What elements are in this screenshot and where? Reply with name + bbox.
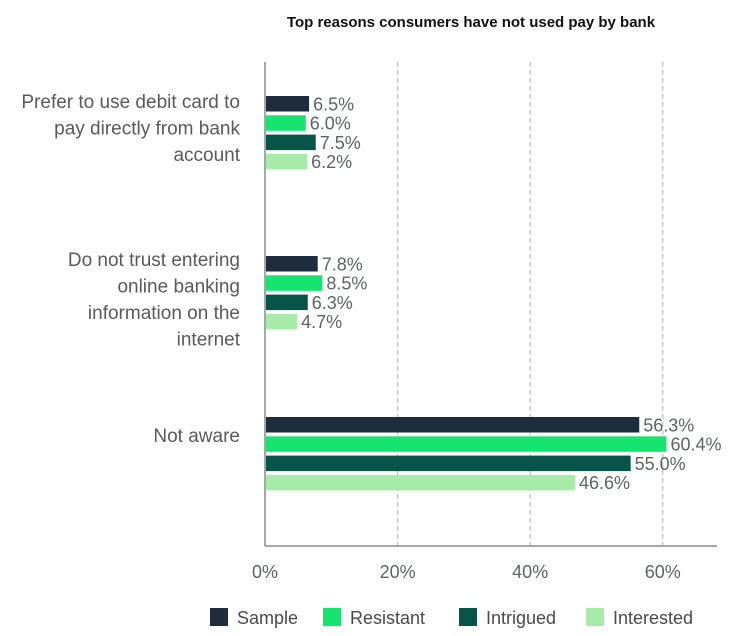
- axes: [264, 62, 717, 547]
- x-tick-label: 0%: [252, 562, 278, 582]
- bar-intrigued: [266, 294, 308, 311]
- category-label: Prefer to use debit card to: [21, 92, 240, 113]
- chart-title: Top reasons consumers have not used pay …: [287, 14, 656, 31]
- bar-sample: [266, 417, 640, 433]
- legend-label-interested: Interested: [613, 608, 693, 628]
- bar-interested: [266, 313, 298, 330]
- category-label: pay directly from bank: [54, 119, 240, 140]
- legend-swatch-sample: [210, 608, 228, 626]
- bars: 6.5%6.0%7.5%6.2% 7.8%8.5%6.3%4.7% 56.3%60.…: [266, 94, 721, 493]
- legend-label-resistant: Resistant: [350, 608, 425, 628]
- data-label: 6.5%: [313, 94, 354, 114]
- data-label: 6.2%: [311, 152, 352, 172]
- bar-interested: [266, 153, 308, 170]
- data-label: 8.5%: [326, 274, 367, 294]
- legend: Sample Resistant Intrigued Interested: [210, 608, 693, 628]
- legend-label-intrigued: Intrigued: [486, 608, 556, 628]
- category-label: account: [173, 145, 240, 166]
- data-label: 7.8%: [322, 254, 363, 274]
- bar-interested: [266, 474, 575, 491]
- bar-intrigued: [266, 134, 316, 151]
- data-label: 55.0%: [635, 454, 686, 474]
- category-labels: Prefer to use debit card to pay directly …: [21, 92, 240, 447]
- data-label: 46.6%: [579, 473, 630, 493]
- bar-resistant: [266, 115, 306, 131]
- category-label: Not aware: [153, 426, 240, 447]
- bar-sample: [266, 96, 310, 112]
- data-label: 6.3%: [312, 293, 353, 313]
- category-label: information on the: [88, 303, 240, 324]
- x-tick-label: 60%: [645, 562, 681, 582]
- data-label: 4.7%: [301, 312, 342, 332]
- x-tick-labels: 0% 20% 40% 60%: [252, 562, 681, 582]
- category-label: online banking: [117, 277, 240, 298]
- data-label: 60.4%: [670, 435, 721, 455]
- legend-swatch-interested: [586, 608, 604, 626]
- legend-swatch-resistant: [323, 608, 341, 626]
- bar-resistant: [266, 436, 667, 452]
- data-label: 6.0%: [310, 114, 351, 134]
- bar-sample: [266, 256, 318, 272]
- category-label: Do not trust entering: [68, 250, 240, 271]
- bar-resistant: [266, 275, 323, 291]
- bar-intrigued: [266, 455, 631, 472]
- data-label: 7.5%: [320, 133, 361, 153]
- x-tick-label: 40%: [512, 562, 548, 582]
- x-tick-label: 20%: [380, 562, 416, 582]
- legend-label-sample: Sample: [237, 608, 298, 628]
- data-label: 56.3%: [643, 415, 694, 435]
- legend-swatch-intrigued: [459, 608, 477, 626]
- category-label: internet: [177, 330, 241, 351]
